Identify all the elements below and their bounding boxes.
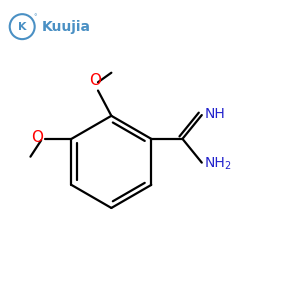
Text: NH: NH	[205, 107, 226, 122]
Text: O: O	[31, 130, 43, 146]
Text: 2: 2	[224, 161, 230, 172]
Text: Kuujia: Kuujia	[41, 20, 91, 34]
Text: NH: NH	[205, 156, 226, 170]
Text: K: K	[18, 22, 26, 32]
Text: °: °	[33, 15, 37, 21]
Text: O: O	[89, 73, 101, 88]
